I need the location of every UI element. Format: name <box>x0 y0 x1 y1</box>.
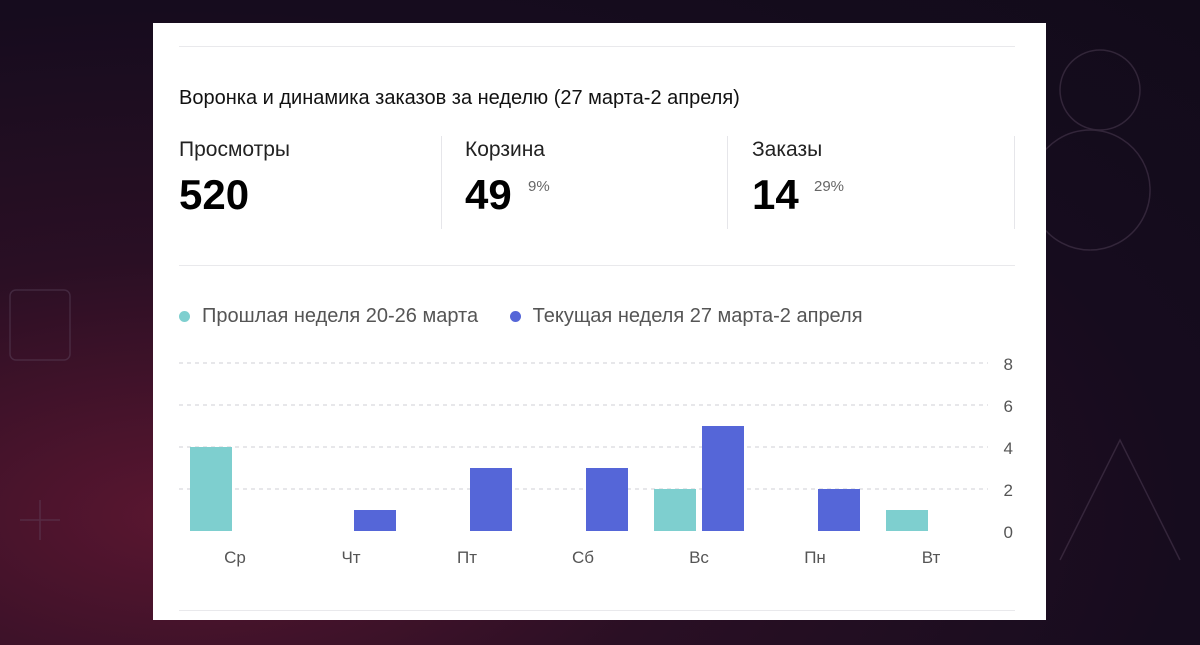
bar-current-3 <box>586 468 628 531</box>
legend-label-current: Текущая неделя 27 марта-2 апреля <box>532 305 863 327</box>
stat-cart-value: 49 <box>465 171 512 218</box>
stat-separator <box>1014 136 1015 229</box>
chart-legend: Прошлая неделя 20-26 марта Текущая недел… <box>179 305 889 328</box>
x-tick-label: Вт <box>922 548 941 567</box>
stat-orders-value: 14 <box>752 171 799 218</box>
middle-divider <box>179 265 1015 266</box>
x-tick-label: Ср <box>224 548 246 567</box>
legend-label-previous: Прошлая неделя 20-26 марта <box>202 305 479 327</box>
y-tick-label: 2 <box>1004 481 1013 500</box>
y-tick-label: 6 <box>1004 397 1013 416</box>
dashboard-card: Воронка и динамика заказов за неделю (27… <box>153 23 1046 620</box>
stat-views-label: Просмотры <box>179 138 290 161</box>
stat-separator <box>441 136 442 229</box>
stat-views: Просмотры 520 <box>179 136 439 231</box>
x-tick-label: Вс <box>689 548 709 567</box>
bar-previous-6 <box>886 510 928 531</box>
bottom-divider <box>179 610 1015 611</box>
bar-previous-0 <box>190 447 232 531</box>
y-tick-label: 8 <box>1004 355 1013 374</box>
stat-cart-label: Корзина <box>465 138 545 161</box>
x-tick-label: Пн <box>804 548 826 567</box>
card-title: Воронка и динамика заказов за неделю (27… <box>179 87 740 109</box>
x-tick-label: Чт <box>341 548 360 567</box>
legend-item-current[interactable]: Текущая неделя 27 марта-2 апреля <box>509 305 863 328</box>
y-tick-label: 0 <box>1004 523 1013 542</box>
x-tick-label: Сб <box>572 548 594 567</box>
bar-current-4 <box>702 426 744 531</box>
stat-orders-percent: 29% <box>814 178 845 195</box>
stat-separator <box>727 136 728 229</box>
stat-cart: Корзина 49 9% <box>465 136 725 231</box>
bar-current-2 <box>470 468 512 531</box>
stat-orders: Заказы 14 29% <box>752 136 1012 231</box>
bar-previous-4 <box>654 489 696 531</box>
orders-bar-chart: 0 2 4 6 8 Ср Чт Пт Сб Вс Пн Вт <box>179 355 1013 567</box>
stat-cart-percent: 9% <box>528 178 550 195</box>
bar-current-1 <box>354 510 396 531</box>
legend-dot-previous <box>179 311 190 322</box>
legend-item-previous[interactable]: Прошлая неделя 20-26 марта <box>179 305 478 328</box>
stat-views-value: 520 <box>179 171 250 218</box>
stat-orders-label: Заказы <box>752 138 823 161</box>
bar-current-5 <box>818 489 860 531</box>
legend-dot-current <box>509 311 521 322</box>
top-divider <box>179 46 1015 47</box>
y-tick-label: 4 <box>1004 439 1013 458</box>
x-tick-label: Пт <box>457 548 477 567</box>
